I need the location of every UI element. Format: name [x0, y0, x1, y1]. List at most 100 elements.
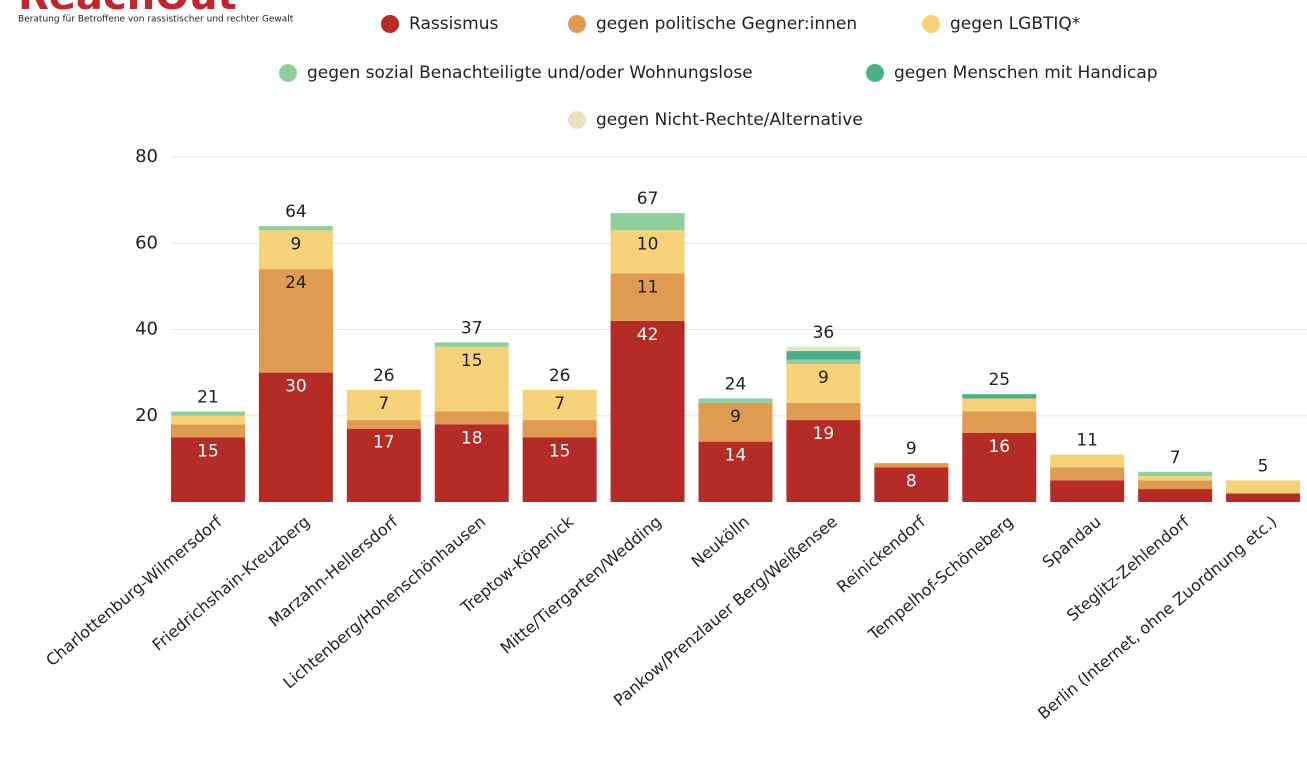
legend-label: gegen Nicht-Rechte/Alternative	[596, 110, 863, 130]
bar-segment	[786, 346, 861, 352]
value-label: 7	[554, 394, 565, 414]
legend-swatch	[381, 15, 399, 33]
bar-segment	[962, 394, 1037, 399]
value-label: 24	[285, 273, 307, 293]
value-label: 8	[906, 472, 917, 492]
bar-segment	[610, 213, 685, 231]
value-label: 19	[813, 424, 835, 444]
bar-segment	[786, 402, 861, 421]
total-label: 25	[988, 370, 1010, 390]
x-tick-label: Charlottenburg-Wilmersdorf	[42, 512, 225, 670]
bar-segment	[698, 402, 773, 442]
legend-swatch	[279, 64, 297, 82]
bar-segment	[434, 411, 509, 425]
bar-segment	[962, 433, 1037, 502]
bar-segment	[610, 320, 685, 502]
bar-segment	[786, 420, 861, 502]
x-tick-label: Reinickendorf	[833, 512, 929, 597]
value-label: 15	[549, 441, 571, 461]
total-label: 9	[906, 439, 917, 459]
total-label: 7	[1170, 448, 1181, 468]
x-tick-label: Neukölln	[688, 512, 753, 571]
value-label: 16	[988, 437, 1010, 457]
total-label: 64	[285, 202, 307, 222]
bar-segment	[258, 226, 333, 231]
bar-segment	[698, 441, 773, 502]
legend-label: gegen LGBTIQ*	[950, 14, 1080, 34]
bar-segment	[170, 437, 245, 502]
x-tick-label: Friedrichshain-Kreuzberg	[149, 512, 314, 655]
total-label: 36	[813, 323, 835, 343]
legend-label: Rassismus	[409, 14, 498, 34]
value-label: 10	[637, 234, 659, 254]
legend-label: gegen Menschen mit Handicap	[894, 63, 1158, 83]
total-label: 24	[725, 375, 747, 395]
bar-segment	[962, 398, 1037, 412]
bar-segment	[786, 364, 861, 403]
bar-segment	[1226, 493, 1301, 502]
bar-segment	[962, 411, 1037, 433]
value-label: 17	[373, 433, 395, 453]
legend-swatch	[568, 111, 586, 129]
total-label: 5	[1258, 456, 1269, 476]
bar-segment	[522, 420, 597, 438]
legend-swatch	[922, 15, 940, 33]
x-tick-label: Spandau	[1039, 512, 1105, 572]
bar-segment	[786, 359, 861, 364]
bar-segment	[610, 230, 685, 274]
y-tick-label: 60	[135, 232, 158, 253]
bar-segment	[698, 398, 773, 403]
total-label: 26	[549, 366, 571, 386]
bar-segment	[170, 424, 245, 438]
bar-segment	[522, 437, 597, 502]
total-label: 21	[197, 387, 219, 407]
y-tick-label: 20	[135, 405, 158, 426]
bar-segment	[258, 269, 333, 373]
bar-segment	[1050, 454, 1125, 468]
total-label: 37	[461, 318, 483, 338]
bar-segment	[786, 351, 861, 360]
legend-swatch	[568, 15, 586, 33]
bar-segment	[1138, 489, 1213, 502]
total-label: 26	[373, 366, 395, 386]
tagline: Beratung für Betroffene von rassistische…	[18, 15, 294, 25]
bar-segment	[874, 463, 949, 468]
bar-segment	[170, 411, 245, 416]
value-label: 9	[290, 234, 301, 254]
bar-segment	[1050, 480, 1125, 502]
legend-label: gegen sozial Benachteiligte und/oder Woh…	[307, 63, 753, 83]
bar-segment	[434, 342, 509, 347]
bar-segment	[1050, 467, 1125, 481]
bar-segment	[522, 389, 597, 421]
bar-segment	[874, 467, 949, 502]
bar-segment	[1138, 471, 1213, 477]
x-tick-label: Tempelhof-Schöneberg	[864, 512, 1017, 645]
value-label: 11	[637, 277, 659, 297]
bar-segment	[170, 415, 245, 425]
value-label: 18	[461, 428, 483, 448]
x-tick-label: Mitte/Tiergarten/Wedding	[497, 512, 665, 658]
y-tick-label: 80	[135, 146, 158, 167]
logo: ReachOut	[18, 0, 237, 19]
bar-segment	[1138, 476, 1213, 481]
bar-segment	[1138, 480, 1213, 490]
bar-segment	[258, 230, 333, 270]
y-tick-label: 40	[135, 319, 158, 340]
value-label: 9	[730, 407, 741, 427]
bar-segment	[346, 428, 421, 502]
bar-segment	[610, 273, 685, 321]
value-label: 42	[637, 325, 659, 345]
bar-segment	[258, 372, 333, 502]
legend-label: gegen politische Gegner:innen	[596, 14, 857, 34]
legend-swatch	[866, 64, 884, 82]
total-label: 11	[1076, 431, 1098, 451]
value-label: 7	[378, 394, 389, 414]
bar-segment	[346, 420, 421, 429]
bar-segment	[434, 424, 509, 502]
bar-segment	[346, 389, 421, 421]
total-label: 67	[637, 189, 659, 209]
bar-segment	[1226, 480, 1301, 494]
value-label: 15	[461, 351, 483, 371]
value-label: 9	[818, 368, 829, 388]
